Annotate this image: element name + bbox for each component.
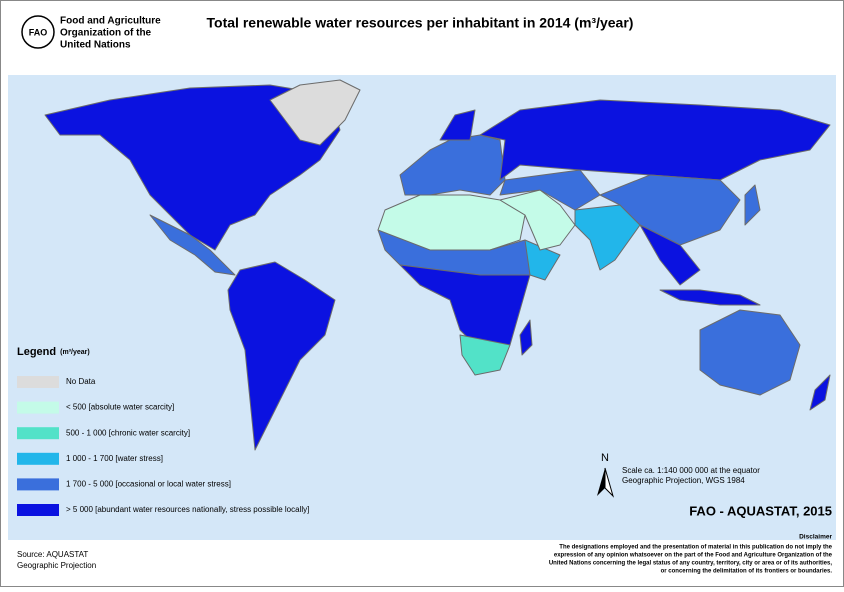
legend-title: Legend (m³/year)	[17, 346, 90, 358]
projection-text: Geographic Projection, WGS 1984	[622, 476, 745, 485]
org-name: Food and Agriculture	[60, 16, 161, 27]
logo-ring	[21, 15, 55, 49]
arrow-right	[604, 467, 615, 498]
legend-swatch	[17, 401, 59, 414]
legend-label: No Data	[66, 377, 96, 386]
legend: No Data < 500 [absolute water scarcity] 50…	[17, 376, 309, 516]
disclaimer-line: or concerning the delimitation of its fr…	[661, 569, 833, 575]
legend-unit: (m³/year)	[60, 349, 90, 356]
map-title: Total renewable water resources per inha…	[207, 15, 634, 31]
disclaimer-line: The designations employed and the presen…	[559, 545, 832, 551]
south-america	[227, 261, 336, 451]
north-america	[44, 84, 341, 251]
disclaimer-line: United Nations concerning the legal stat…	[549, 561, 832, 567]
new-zealand	[809, 374, 831, 411]
southeast-asia	[639, 224, 701, 286]
legend-label: 1 000 - 1 700 [water stress]	[66, 454, 163, 463]
logo-text: FAO	[29, 27, 48, 37]
australia	[699, 309, 801, 396]
source: Geographic Projection	[17, 561, 96, 570]
credit: FAO - AQUASTAT, 2015	[689, 503, 832, 518]
scandinavia	[439, 109, 476, 141]
china	[599, 174, 741, 246]
legend-swatch	[17, 376, 59, 388]
madagascar	[519, 319, 533, 356]
source: Source: AQUASTAT	[17, 550, 88, 559]
scale-text: Scale ca. 1:140 000 000 at the equator	[622, 466, 760, 475]
legend-label: > 5 000 [abundant water resources nation…	[66, 505, 309, 514]
japan	[744, 184, 761, 226]
horn-of-africa	[524, 239, 561, 281]
org-name: Organization of the	[60, 28, 152, 39]
legend-swatch	[17, 504, 59, 516]
legend-swatch	[17, 478, 59, 491]
legend-title-text: Legend	[17, 346, 56, 358]
legend-label: 500 - 1 000 [chronic water scarcity]	[66, 428, 190, 437]
middle-east	[499, 189, 576, 251]
southern-africa	[459, 334, 511, 376]
greenland	[269, 79, 361, 146]
org-name: United Nations	[60, 40, 131, 51]
north-arrow: N	[597, 452, 615, 498]
disclaimer-line: expression of any opinion whatsoever on …	[554, 553, 833, 559]
indonesia	[659, 289, 761, 306]
legend-label: < 500 [absolute water scarcity]	[66, 403, 174, 412]
russia	[479, 99, 831, 181]
arrow-left	[597, 468, 605, 496]
legend-label: 1 700 - 5 000 [occasional or local water…	[66, 480, 231, 489]
fao-logo: FAO	[21, 15, 55, 49]
legend-swatch	[17, 427, 59, 440]
disclaimer-title: Disclaimer	[799, 534, 832, 541]
central-america	[149, 214, 236, 276]
north-label: N	[601, 452, 609, 464]
legend-swatch	[17, 452, 59, 465]
land-masses	[44, 79, 831, 451]
disclaimer: The designations employed and the presen…	[549, 545, 833, 575]
